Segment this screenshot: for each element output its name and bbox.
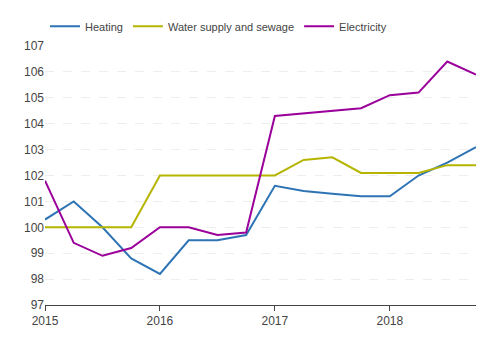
svg-text:102: 102 (24, 169, 44, 183)
svg-text:Electricity: Electricity (339, 21, 387, 33)
svg-text:2017: 2017 (262, 314, 289, 328)
svg-text:99: 99 (31, 246, 45, 260)
svg-text:2015: 2015 (32, 314, 59, 328)
svg-text:103: 103 (24, 143, 44, 157)
svg-text:98: 98 (31, 272, 45, 286)
svg-text:97: 97 (31, 298, 45, 312)
svg-text:105: 105 (24, 91, 44, 105)
svg-text:Water supply and sewage: Water supply and sewage (168, 21, 294, 33)
svg-text:Heating: Heating (85, 21, 123, 33)
svg-text:2016: 2016 (147, 314, 174, 328)
svg-text:106: 106 (24, 65, 44, 79)
svg-text:104: 104 (24, 117, 44, 131)
svg-text:100: 100 (24, 221, 44, 235)
svg-text:107: 107 (24, 39, 44, 53)
svg-text:101: 101 (24, 195, 44, 209)
svg-text:2018: 2018 (376, 314, 403, 328)
